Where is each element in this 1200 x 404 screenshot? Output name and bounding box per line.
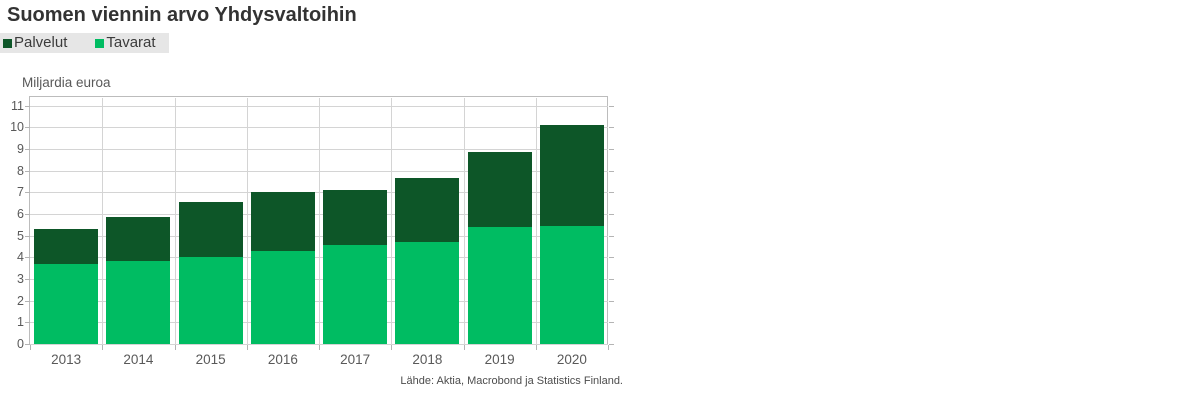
y-axis-tick-left (25, 127, 30, 129)
x-axis-tick-label: 2014 (123, 352, 154, 367)
bar-palvelut-2019 (467, 152, 532, 227)
y-axis-tick-right (609, 170, 614, 172)
y-axis-tick-right (609, 322, 614, 324)
y-axis-tick-label: 7 (17, 185, 24, 200)
y-axis-tick-label: 10 (10, 120, 24, 135)
y-axis-tick-right (609, 105, 614, 107)
y-axis-tick-right (609, 300, 614, 302)
y-axis-tick-label: 0 (17, 337, 24, 351)
x-axis-tick-label: 2020 (556, 352, 587, 367)
x-axis-tick (246, 345, 248, 350)
y-axis-tick-left (25, 148, 30, 150)
y-axis-tick-left (25, 213, 30, 215)
y-axis-tick-label: 4 (17, 250, 24, 265)
bar-tavarat-2018 (395, 242, 460, 344)
y-axis-tick-right (609, 213, 614, 215)
bar-palvelut-2020 (539, 125, 604, 226)
legend-swatch-icon (3, 38, 12, 48)
y-axis-tick-label: 6 (17, 206, 24, 221)
x-axis-tick-label: 2016 (267, 352, 298, 367)
x-axis-tick (463, 345, 465, 350)
x-axis-tick-label: 2013 (51, 352, 82, 367)
bar-tavarat-2015 (178, 257, 243, 344)
bar-tavarat-2017 (323, 245, 388, 344)
x-axis-tick-label: 2018 (412, 352, 443, 367)
y-axis-tick-left (25, 257, 30, 259)
legend-swatch-icon (95, 38, 105, 48)
y-axis-tick-left (25, 192, 30, 194)
x-axis-tick (608, 345, 609, 350)
y-axis-tick-label: 9 (17, 141, 24, 156)
bar-tavarat-2014 (106, 260, 171, 344)
y-axis-tick-right (609, 148, 614, 150)
bar-tavarat-2016 (250, 250, 315, 344)
legend-label: Tavarat (106, 34, 156, 51)
y-axis-tick-right (609, 257, 614, 259)
y-axis-tick-left (25, 105, 30, 107)
y-axis-tick-right (609, 192, 614, 194)
legend-item-palvelut: Palvelut (3, 33, 67, 53)
x-axis-tick (102, 345, 104, 350)
gridline-vertical (246, 97, 248, 344)
x-axis-tick (319, 345, 320, 350)
bar-palvelut-2017 (323, 190, 388, 246)
bar-palvelut-2018 (395, 178, 460, 243)
gridline-vertical (535, 97, 537, 344)
x-axis-tick (30, 345, 31, 350)
gridline-vertical (319, 97, 320, 344)
bar-tavarat-2013 (34, 263, 99, 344)
x-axis-tick-label: 2019 (484, 352, 515, 367)
y-axis-tick-label: 5 (17, 228, 24, 243)
legend-item-tavarat: Tavarat (95, 33, 156, 53)
x-axis-tick-label: 2015 (195, 352, 226, 367)
bar-palvelut-2014 (106, 217, 171, 261)
y-axis-tick-right (609, 235, 614, 237)
y-axis-tick-left (25, 235, 30, 237)
y-axis-title: Miljardia euroa (22, 75, 111, 90)
chart-title: Suomen viennin arvo Yhdysvaltoihin (7, 4, 357, 26)
y-axis-tick-left (25, 300, 30, 302)
y-axis-tick-label: 8 (17, 163, 24, 178)
legend-label: Palvelut (14, 34, 68, 51)
gridline-horizontal (30, 344, 608, 345)
y-axis-tick-label: 2 (17, 293, 24, 308)
x-axis-tick-label: 2017 (340, 352, 371, 367)
y-axis-tick-right (609, 278, 614, 280)
gridline-vertical (174, 97, 176, 344)
y-axis-tick-left (25, 170, 30, 172)
x-axis-tick (391, 345, 393, 350)
y-axis-tick-label: 3 (17, 271, 24, 286)
y-axis-tick-left (25, 344, 30, 345)
x-axis-tick (535, 345, 537, 350)
source-note: Lähde: Aktia, Macrobond ja Statistics Fi… (400, 375, 623, 387)
y-axis-tick-label: 1 (17, 315, 24, 330)
x-axis-tick (174, 345, 176, 350)
bar-palvelut-2016 (250, 192, 315, 251)
gridline-vertical (391, 97, 393, 344)
y-axis-tick-left (25, 322, 30, 324)
y-axis-tick-right (609, 344, 614, 345)
gridline-vertical (102, 97, 104, 344)
y-axis-tick-left (25, 278, 30, 280)
y-axis-tick-label: 11 (11, 98, 24, 113)
gridline-vertical (463, 97, 465, 344)
legend: Palvelut Tavarat (0, 33, 169, 53)
bar-tavarat-2020 (539, 225, 604, 344)
y-axis-tick-right (609, 127, 614, 129)
bar-palvelut-2013 (34, 229, 99, 264)
bar-palvelut-2015 (178, 202, 243, 258)
bar-tavarat-2019 (467, 226, 532, 344)
